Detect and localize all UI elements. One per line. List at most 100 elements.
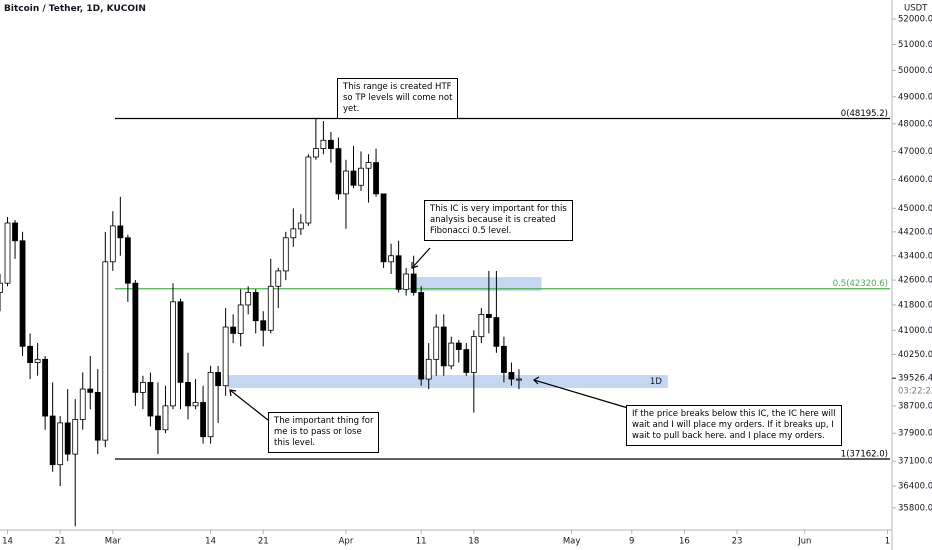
y-tick-label: 40250.0 bbox=[898, 350, 932, 360]
x-tick-label: 18 bbox=[468, 537, 479, 547]
candle-body bbox=[237, 304, 244, 334]
annotation-line: This range is created HTF bbox=[343, 82, 452, 92]
annotation-line: This IC is very important for this bbox=[430, 204, 567, 214]
y-tick-label: 36400.0 bbox=[898, 482, 932, 492]
annotation-line: me is to pass or lose bbox=[274, 427, 362, 437]
annotation-line: Fibonacci 0.5 level. bbox=[430, 226, 512, 236]
candle-body bbox=[358, 167, 364, 186]
chart-title: Bitcoin / Tether, 1D, KUCOIN bbox=[4, 4, 146, 14]
candle-body bbox=[350, 170, 357, 186]
candle-body bbox=[12, 222, 18, 242]
annotation: The important thing for me is to pass or … bbox=[268, 412, 380, 453]
candle-body bbox=[290, 228, 297, 239]
zone-label: 1D bbox=[650, 377, 662, 387]
annotation-line: yet. bbox=[343, 104, 360, 114]
arrow bbox=[229, 389, 269, 421]
candle-body bbox=[124, 237, 131, 284]
candle-body bbox=[485, 313, 492, 318]
x-tick-label: 14 bbox=[205, 537, 216, 547]
candle-body bbox=[433, 326, 440, 360]
candle-body bbox=[343, 170, 349, 195]
candle-body bbox=[34, 358, 41, 363]
x-tick-label: 21 bbox=[55, 537, 66, 547]
candle-body bbox=[4, 222, 11, 284]
y-tick-label: 41000.0 bbox=[898, 326, 932, 336]
candle-body bbox=[200, 402, 206, 438]
currency-label: USDT bbox=[904, 4, 928, 14]
candle-body bbox=[72, 419, 79, 455]
x-tick-label: 21 bbox=[258, 537, 269, 547]
candle-body bbox=[19, 240, 26, 347]
x-tick-label: Apr bbox=[339, 537, 354, 547]
candle-body bbox=[27, 345, 33, 363]
candle-body bbox=[297, 222, 304, 230]
candle-body bbox=[155, 415, 161, 431]
candle-body bbox=[192, 402, 199, 407]
candle-body bbox=[448, 342, 455, 367]
annotation-line: this level. bbox=[274, 438, 316, 448]
candle-body bbox=[215, 372, 222, 387]
annotation-line: The important thing for bbox=[274, 416, 374, 426]
annotation-line: analysis because it is created bbox=[430, 215, 556, 225]
candle-body bbox=[185, 381, 191, 407]
x-tick-label: 23 bbox=[732, 537, 743, 547]
y-tick-label: 48000.0 bbox=[898, 119, 932, 129]
candle-body bbox=[260, 320, 267, 331]
candle-body bbox=[320, 139, 327, 150]
y-tick-label: 37100.0 bbox=[898, 457, 932, 467]
candle-body bbox=[395, 255, 402, 290]
x-tick-label: 16 bbox=[679, 537, 690, 547]
candle-body bbox=[49, 415, 56, 466]
candle-body bbox=[275, 270, 282, 287]
candle-body bbox=[440, 326, 447, 367]
candle-body bbox=[508, 372, 515, 380]
y-tick-label: 42600.0 bbox=[898, 276, 932, 286]
arrow-head bbox=[533, 376, 540, 385]
x-tick-label: 1 bbox=[885, 537, 890, 547]
annotation-line: wait to pull back here. and I place my o… bbox=[632, 431, 825, 441]
y-tick-label: 51000.0 bbox=[898, 40, 932, 50]
candle-body bbox=[282, 237, 289, 272]
candle-body bbox=[455, 342, 462, 350]
countdown-label: 03:22:22 bbox=[898, 387, 932, 397]
arrow bbox=[533, 379, 629, 409]
candle-body bbox=[102, 261, 109, 441]
candle-body bbox=[312, 148, 319, 158]
candle-body bbox=[0, 282, 3, 293]
x-tick-label: 9 bbox=[629, 537, 634, 547]
annotation-line: so TP levels will come not bbox=[343, 93, 453, 103]
candle-body bbox=[42, 358, 49, 417]
candle-body bbox=[388, 255, 394, 263]
candle-body bbox=[328, 139, 334, 150]
candle-body bbox=[87, 388, 94, 393]
candle-body bbox=[117, 225, 124, 239]
y-tick-label: 46000.0 bbox=[898, 175, 932, 185]
candle-body bbox=[230, 326, 237, 334]
candle-body bbox=[162, 405, 169, 431]
arrow bbox=[411, 247, 431, 269]
y-tick-label: 38700.0 bbox=[898, 401, 932, 411]
candle-body bbox=[245, 292, 252, 306]
candle-body bbox=[410, 273, 417, 293]
candle-body bbox=[463, 349, 470, 373]
arrows bbox=[229, 247, 629, 421]
candle-body bbox=[478, 313, 485, 338]
annotation: This IC is very important for this analys… bbox=[424, 200, 573, 241]
y-tick-label: 50000.0 bbox=[898, 66, 932, 76]
candle-body bbox=[373, 162, 379, 195]
level-label: 0.5(42320.6) bbox=[833, 279, 888, 289]
candle-body bbox=[365, 162, 372, 169]
candle-body bbox=[501, 345, 507, 373]
y-tick-label: 47000.0 bbox=[898, 147, 932, 157]
zone bbox=[413, 277, 542, 291]
candle-body bbox=[170, 301, 176, 407]
annotation: This range is created HTF so TP levels wi… bbox=[337, 78, 459, 119]
candle-body bbox=[305, 156, 312, 224]
x-tick-label: 11 bbox=[416, 537, 427, 547]
candle-body bbox=[493, 317, 500, 347]
candle-body bbox=[380, 193, 387, 263]
candle-body bbox=[252, 292, 259, 322]
zone bbox=[227, 375, 668, 389]
candle-body bbox=[64, 422, 71, 455]
